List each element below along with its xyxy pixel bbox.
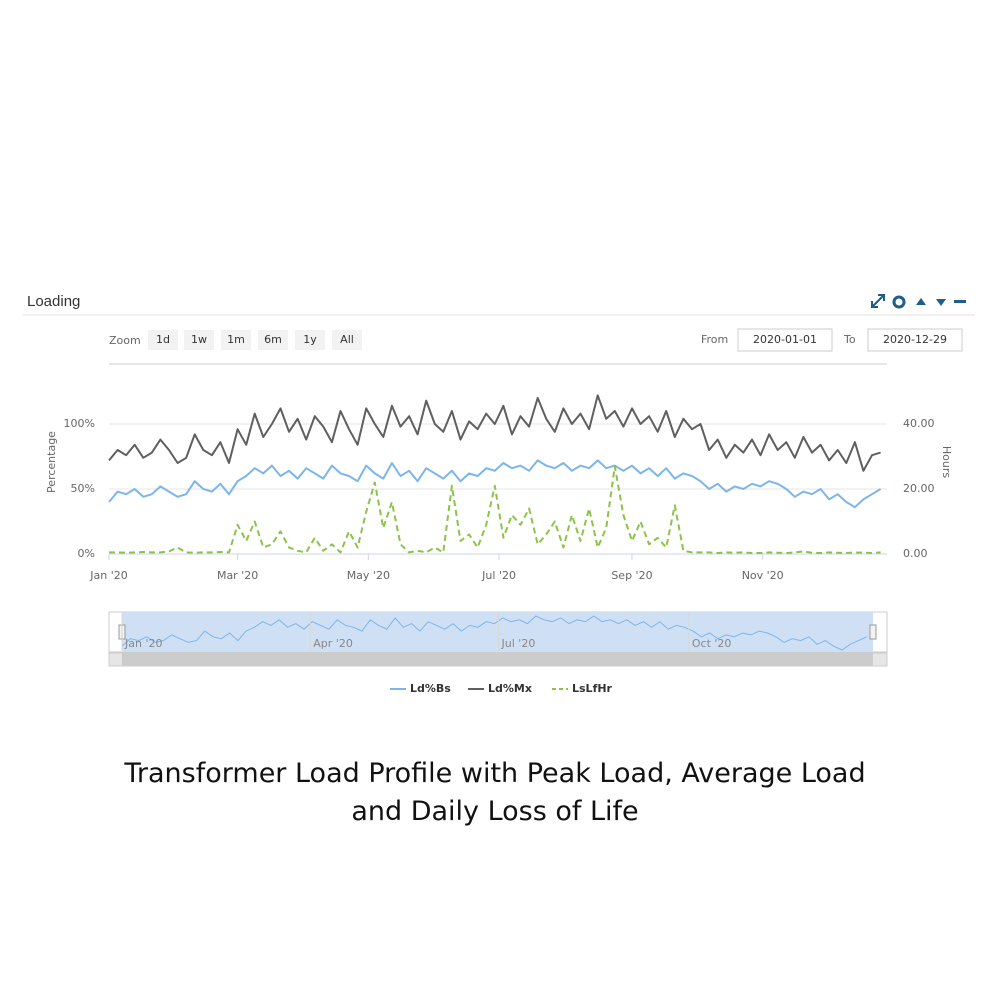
series-line	[108, 459, 882, 509]
y-tick-label: 100%	[64, 417, 95, 430]
expand-icon[interactable]	[871, 294, 885, 308]
zoom-button-label[interactable]: 1d	[156, 333, 170, 346]
collapse-down-icon[interactable]	[936, 299, 946, 306]
x-tick-label: May '20	[347, 569, 390, 582]
y-axis-title: Percentage	[45, 431, 58, 493]
legend-label[interactable]: Ld%Bs	[410, 682, 451, 695]
panel-icons[interactable]	[871, 294, 966, 309]
collapse-up-icon[interactable]	[916, 298, 926, 305]
navigator-tick-label: Jan '20	[124, 637, 162, 650]
panel-title: Loading	[27, 293, 80, 310]
zoom-label: Zoom	[109, 334, 141, 347]
from-value[interactable]: 2020-01-01	[753, 333, 817, 346]
zoom-button[interactable]	[332, 330, 362, 350]
minimize-icon[interactable]	[954, 300, 966, 303]
zoom-button[interactable]	[258, 330, 288, 350]
x-tick-label: Sep '20	[611, 569, 652, 582]
to-input[interactable]	[867, 328, 963, 352]
x-tick-label: Jul '20	[481, 569, 516, 582]
from-input[interactable]	[737, 328, 833, 352]
y2-axis-title: Hours	[940, 446, 953, 478]
series-line	[108, 394, 881, 472]
settings-icon[interactable]	[892, 295, 906, 309]
to-label: To	[843, 333, 856, 346]
from-label: From	[701, 333, 728, 346]
y-tick-label: 50%	[71, 482, 95, 495]
to-value[interactable]: 2020-12-29	[883, 333, 947, 346]
zoom-button[interactable]	[148, 330, 178, 350]
navigator-handle-right[interactable]	[869, 624, 877, 640]
zoom-button[interactable]	[184, 330, 214, 350]
scrollbar-thumb[interactable]	[122, 653, 873, 666]
y-tick-label: 0%	[78, 547, 95, 560]
x-tick-label: Jan '20	[89, 569, 127, 582]
zoom-button-label[interactable]: 1w	[191, 333, 207, 346]
zoom-button-label[interactable]: 1m	[227, 333, 245, 346]
x-tick-label: Mar '20	[217, 569, 258, 582]
navigator-selection[interactable]	[122, 612, 873, 652]
zoom-button-label[interactable]: 1y	[303, 333, 317, 346]
navigator-tick-label: Apr '20	[313, 637, 353, 650]
y2-tick-label: 20.00	[903, 482, 935, 495]
y2-tick-label: 40.00	[903, 417, 935, 430]
zoom-button[interactable]	[221, 330, 251, 350]
zoom-button-label[interactable]: All	[340, 333, 354, 346]
navigator-tick-label: Oct '20	[692, 637, 732, 650]
caption: Transformer Load Profile with Peak Load,…	[124, 758, 866, 827]
y2-tick-label: 0.00	[903, 547, 928, 560]
legend-label[interactable]: LsLfHr	[572, 682, 613, 695]
zoom-button[interactable]	[295, 330, 325, 350]
legend-label[interactable]: Ld%Mx	[488, 682, 532, 695]
navigator-line	[121, 615, 868, 651]
x-tick-label: Nov '20	[742, 569, 784, 582]
series-line	[109, 465, 881, 554]
zoom-button-label[interactable]: 6m	[264, 333, 282, 346]
navigator-tick-label: Jul '20	[501, 637, 536, 650]
